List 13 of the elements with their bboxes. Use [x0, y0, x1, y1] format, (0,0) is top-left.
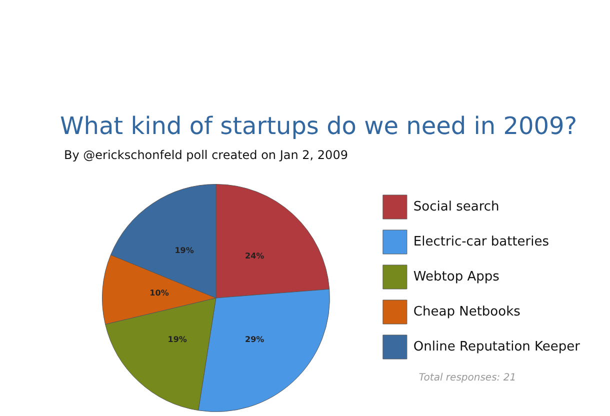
- legend-label: Webtop Apps: [413, 269, 500, 284]
- legend-label: Social search: [413, 199, 500, 214]
- data-label: 19%: [174, 246, 194, 255]
- data-label: 29%: [245, 334, 264, 344]
- chart-subtitle: By @erickschonfeld poll created on Jan 2, 2009: [64, 148, 348, 162]
- legend-label: Electric-car batteries: [413, 234, 550, 250]
- data-label: 19%: [168, 334, 187, 344]
- chart-title: What kind of startups do we need in 2009?: [60, 112, 578, 140]
- text: Total responses: 21: [418, 372, 516, 384]
- data-label: 24%: [245, 251, 264, 260]
- data-label: 10%: [150, 288, 169, 298]
- legend-label: Cheap Netbooks: [413, 304, 521, 320]
- legend-label: Online Reputation Keeper: [413, 339, 581, 354]
